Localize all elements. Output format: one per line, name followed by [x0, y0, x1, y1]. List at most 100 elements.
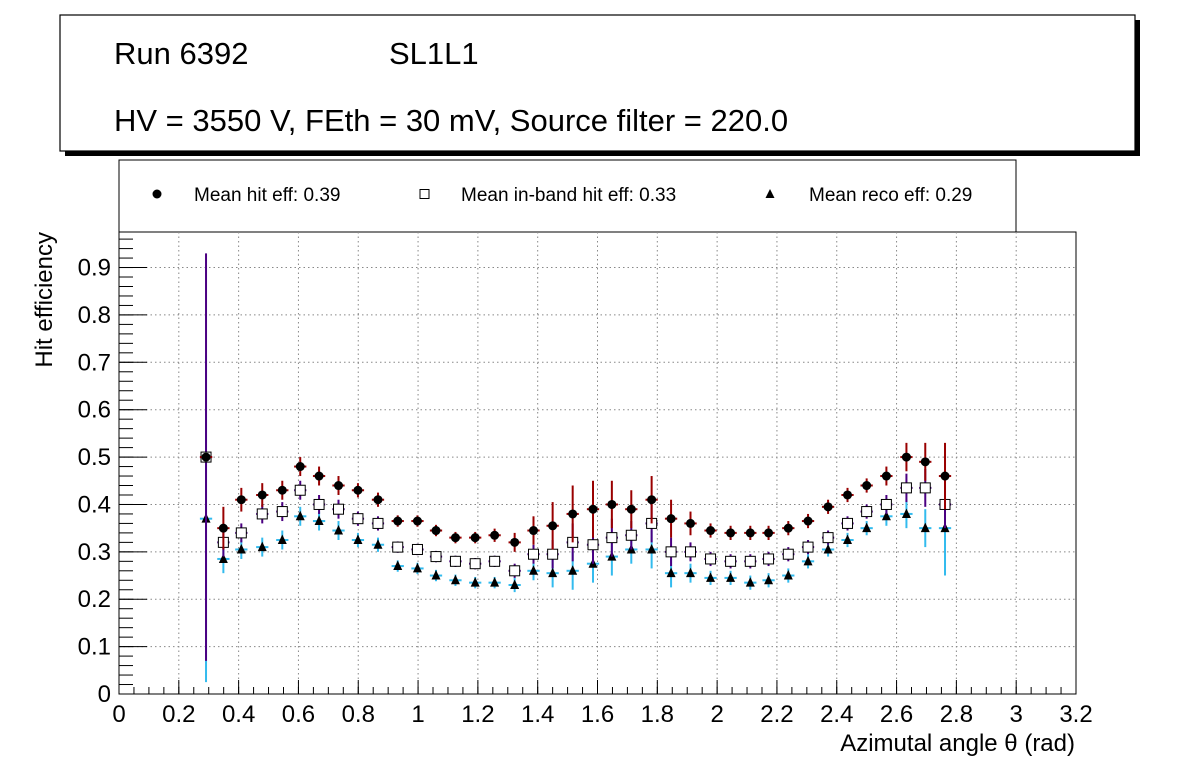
data-point-inband — [802, 541, 814, 553]
plot-area: 0 0.2 0.4 0.6 0.8 1 1.2 1.4 1.6 1.8 2 2.2 2.4 2.6 2.8 3… — [78, 231, 1093, 728]
data-point-reco — [686, 567, 696, 578]
x-tick-label: 1.2 — [461, 701, 494, 728]
series-hit — [199, 442, 952, 552]
data-point-hit — [881, 471, 891, 481]
y-tick-label: 0.1 — [78, 634, 111, 661]
data-point-inband — [861, 506, 873, 518]
data-point-inband — [665, 546, 677, 558]
data-point-hit — [607, 499, 617, 509]
data-point-reco — [745, 577, 755, 587]
y-tick-label: 0.9 — [78, 255, 111, 282]
data-point-reco — [666, 567, 676, 578]
x-tick-label: 2.8 — [940, 701, 973, 728]
data-point-reco — [393, 560, 403, 571]
data-point-hit — [218, 523, 228, 533]
data-point-inband — [842, 517, 854, 529]
data-point-hit — [353, 485, 363, 495]
data-point-hit — [568, 509, 578, 519]
data-point-hit — [764, 528, 774, 538]
data-point-inband — [449, 555, 461, 567]
x-tick-label: 2.4 — [820, 701, 853, 728]
data-point-reco — [450, 574, 460, 585]
data-point-hit — [940, 471, 950, 481]
data-point-inband — [294, 484, 306, 496]
y-tick-label: 0.3 — [78, 539, 111, 566]
data-point-inband — [256, 508, 268, 520]
data-points — [199, 253, 952, 683]
y-tick-label: 0.6 — [78, 397, 111, 424]
data-point-inband — [705, 553, 717, 565]
data-point-reco — [334, 525, 344, 535]
y-tick-label: 0.8 — [78, 302, 111, 329]
run-label: Run 6392 — [114, 36, 248, 71]
data-point-hit — [295, 462, 305, 472]
data-point-reco — [373, 539, 383, 549]
data-point-reco — [920, 522, 930, 533]
data-point-hit — [548, 521, 558, 531]
x-tick-label: 1.4 — [521, 701, 554, 728]
data-point-inband — [744, 555, 756, 567]
data-point-hit — [745, 528, 755, 538]
y-tick-label: 0 — [98, 681, 111, 708]
legend-marker-reco — [765, 189, 775, 198]
data-point-hit — [901, 452, 911, 462]
data-point-reco — [803, 555, 813, 566]
x-axis-label: Azimutal angle θ (rad) — [840, 730, 1075, 757]
data-point-inband — [489, 555, 501, 567]
y-tick-label: 0.7 — [78, 349, 111, 376]
data-point-reco — [901, 508, 911, 518]
data-point-inband — [411, 543, 423, 555]
data-point-inband — [235, 527, 247, 539]
data-point-reco — [218, 553, 228, 563]
data-point-hit — [862, 481, 872, 491]
data-point-inband — [725, 555, 737, 567]
data-point-reco — [412, 562, 422, 573]
x-tick-label: 0.2 — [162, 701, 195, 728]
conditions-label: HV = 3550 V, FEth = 30 mV, Source filter… — [114, 103, 788, 138]
data-point-reco — [823, 543, 833, 554]
y-axis-label: Hit efficiency — [31, 232, 58, 368]
layer-label: SL1L1 — [389, 36, 479, 71]
legend-frame — [118, 159, 1017, 233]
data-point-inband — [900, 482, 912, 494]
legend-label-inband: Mean in-band hit eff: 0.33 — [461, 185, 676, 206]
y-tick-label: 0.4 — [78, 491, 111, 518]
data-point-inband — [822, 532, 834, 544]
data-point-inband — [625, 529, 637, 541]
data-point-hit — [393, 516, 403, 526]
data-point-inband — [782, 548, 794, 560]
data-point-reco — [881, 510, 891, 521]
data-point-reco — [295, 510, 305, 521]
data-point-inband — [392, 541, 404, 553]
data-point-reco — [568, 565, 578, 575]
data-point-hit — [201, 452, 211, 462]
data-point-hit — [334, 481, 344, 491]
data-point-inband — [528, 548, 540, 560]
data-point-reco — [843, 534, 853, 544]
x-tick-label: 3.2 — [1059, 701, 1092, 728]
data-point-hit — [431, 526, 441, 536]
x-tick-label: 2 — [710, 701, 723, 728]
data-point-inband — [685, 546, 697, 558]
data-point-hit — [277, 485, 287, 495]
legend-label-reco: Mean reco eff: 0.29 — [809, 185, 972, 206]
data-point-hit — [666, 514, 676, 524]
data-point-reco — [277, 534, 287, 544]
data-point-inband — [372, 517, 384, 529]
data-point-hit — [920, 457, 930, 467]
data-point-reco — [647, 543, 657, 554]
data-point-reco — [862, 522, 872, 533]
data-point-hit — [843, 490, 853, 500]
y-tick-label: 0.5 — [78, 444, 111, 471]
data-point-inband — [430, 551, 442, 563]
data-point-hit — [626, 504, 636, 514]
data-point-reco — [783, 570, 793, 580]
y-tick-label: 0.2 — [78, 586, 111, 613]
data-point-hit — [647, 495, 657, 505]
x-tick-label: 1.6 — [581, 701, 614, 728]
data-point-reco — [706, 572, 716, 582]
data-point-hit — [686, 518, 696, 528]
data-point-reco — [353, 534, 363, 544]
title-box-frame — [59, 14, 1136, 152]
data-point-inband — [352, 513, 364, 525]
